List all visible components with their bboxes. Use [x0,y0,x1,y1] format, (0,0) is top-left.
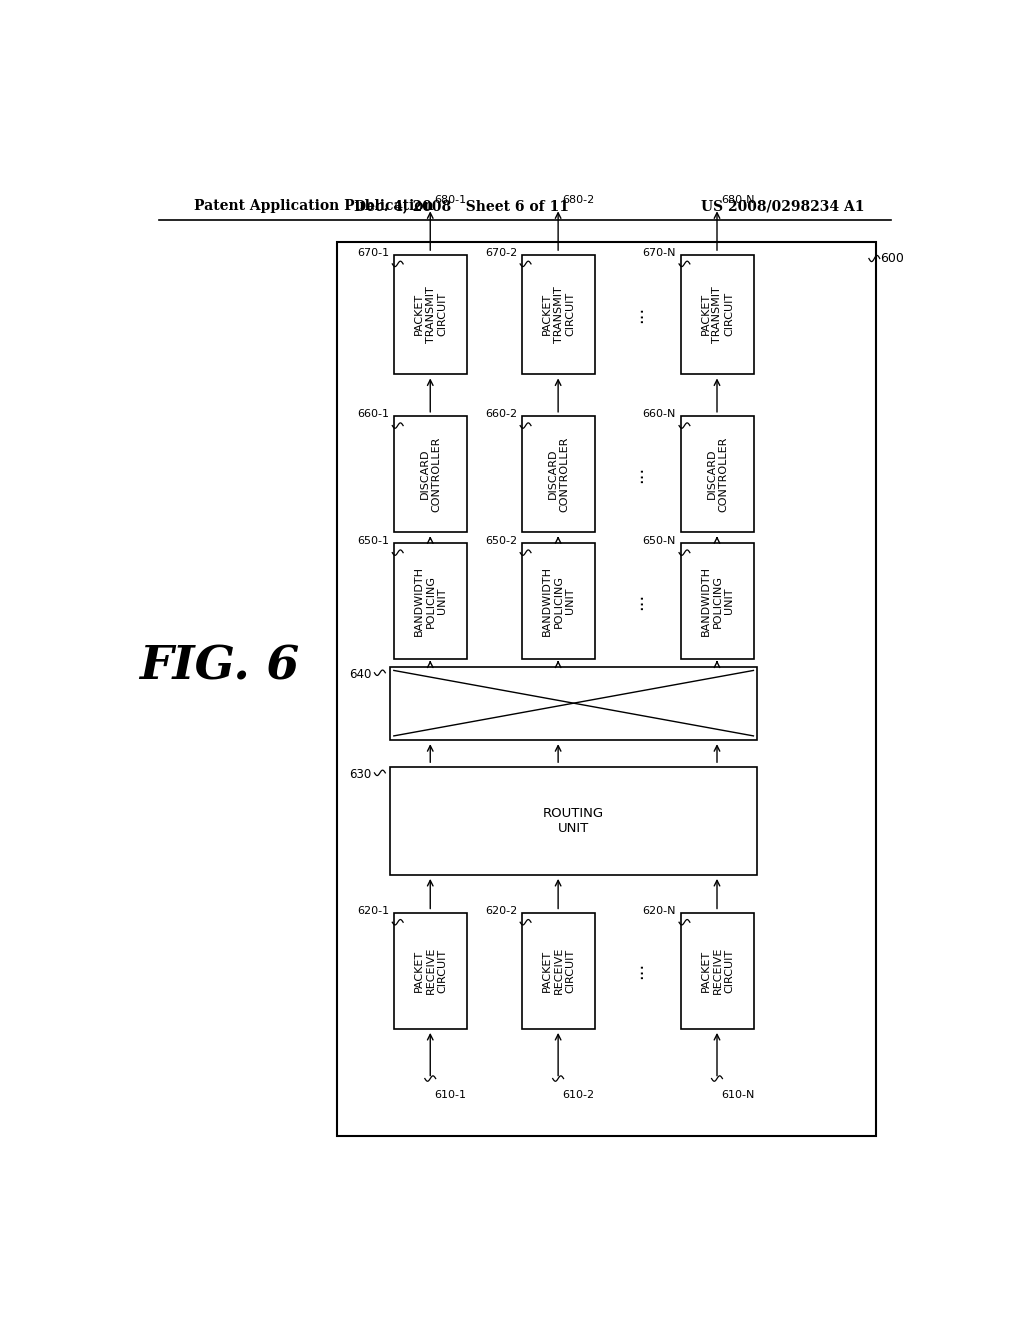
Bar [521,544,595,659]
Text: 600: 600 [880,252,903,265]
Bar [521,416,595,532]
Text: 680-2: 680-2 [562,194,594,205]
Text: DISCARD
CONTROLLER: DISCARD CONTROLLER [420,437,441,512]
Text: PACKET
RECEIVE
CIRCUIT: PACKET RECEIVE CIRCUIT [700,946,734,994]
Text: 660-2: 660-2 [485,409,517,420]
Text: 630: 630 [349,768,372,781]
Text: 650-2: 650-2 [485,536,517,546]
Text: 660-1: 660-1 [357,409,389,420]
Text: ...: ... [628,305,646,322]
Text: 620-N: 620-N [642,906,676,916]
Bar [337,242,876,1137]
Text: BANDWIDTH
POLICING
UNIT: BANDWIDTH POLICING UNIT [700,566,734,636]
Text: BANDWIDTH
POLICING
UNIT: BANDWIDTH POLICING UNIT [414,566,447,636]
Text: Patent Application Publication: Patent Application Publication [194,199,433,213]
Text: PACKET
RECEIVE
CIRCUIT: PACKET RECEIVE CIRCUIT [414,946,447,994]
Text: DISCARD
CONTROLLER: DISCARD CONTROLLER [548,437,569,512]
Bar [521,913,595,1028]
Text: 610-2: 610-2 [562,1090,594,1100]
Bar [394,255,467,374]
Text: BANDWIDTH
POLICING
UNIT: BANDWIDTH POLICING UNIT [542,566,575,636]
Bar [681,544,755,659]
Bar [394,913,467,1028]
Text: 620-2: 620-2 [484,906,517,916]
Text: PACKET
TRANSMIT
CIRCUIT: PACKET TRANSMIT CIRCUIT [700,286,734,343]
Text: FIG. 6: FIG. 6 [139,644,300,689]
Text: 620-1: 620-1 [357,906,389,916]
Text: 640: 640 [349,668,372,681]
Bar [521,255,595,374]
Text: 670-1: 670-1 [357,248,389,257]
Text: 610-1: 610-1 [434,1090,466,1100]
Text: ...: ... [628,466,646,483]
Text: 670-N: 670-N [642,248,676,257]
Bar [390,767,758,874]
Text: ...: ... [628,962,646,979]
Text: ROUTING
UNIT: ROUTING UNIT [543,807,604,834]
Bar [681,416,755,532]
Text: ...: ... [628,593,646,610]
Text: 650-N: 650-N [642,536,676,546]
Text: Dec. 4, 2008   Sheet 6 of 11: Dec. 4, 2008 Sheet 6 of 11 [353,199,568,213]
Text: PACKET
RECEIVE
CIRCUIT: PACKET RECEIVE CIRCUIT [542,946,575,994]
Bar [681,255,755,374]
Text: 680-1: 680-1 [434,194,466,205]
Text: 610-N: 610-N [721,1090,755,1100]
Text: 680-N: 680-N [721,194,755,205]
Bar [390,667,758,739]
Text: 650-1: 650-1 [357,536,389,546]
Text: 670-2: 670-2 [484,248,517,257]
Text: PACKET
TRANSMIT
CIRCUIT: PACKET TRANSMIT CIRCUIT [542,286,575,343]
Bar [681,913,755,1028]
Bar [394,544,467,659]
Text: PACKET
TRANSMIT
CIRCUIT: PACKET TRANSMIT CIRCUIT [414,286,447,343]
Text: 660-N: 660-N [642,409,676,420]
Text: US 2008/0298234 A1: US 2008/0298234 A1 [700,199,864,213]
Text: DISCARD
CONTROLLER: DISCARD CONTROLLER [707,437,728,512]
Bar [394,416,467,532]
